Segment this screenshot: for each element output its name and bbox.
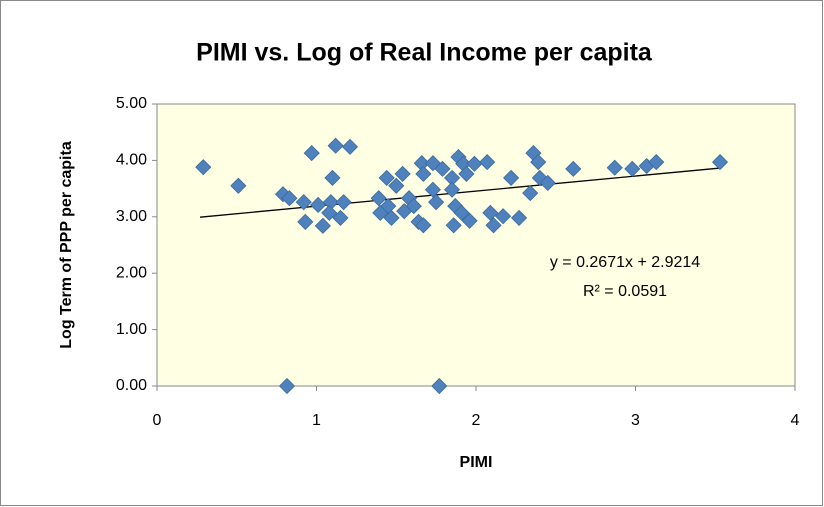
- x-axis-title: PIMI: [460, 454, 493, 471]
- marker: [341, 138, 359, 155]
- marker: [388, 177, 405, 194]
- marker: [445, 217, 462, 234]
- marker: [370, 190, 387, 207]
- marker: [485, 217, 502, 234]
- marker: [522, 185, 539, 202]
- y-tick-label: 4.00: [116, 152, 147, 169]
- marker: [479, 154, 496, 171]
- marker: [434, 160, 451, 177]
- x-tick-label: 0: [153, 412, 162, 429]
- marker: [332, 209, 349, 226]
- marker: [327, 137, 344, 154]
- marker: [303, 145, 320, 162]
- marker: [428, 194, 445, 211]
- marker: [281, 190, 298, 207]
- marker: [431, 377, 448, 395]
- marker: [510, 209, 528, 226]
- marker: [606, 159, 623, 176]
- x-tick-label: 2: [472, 412, 481, 429]
- marker: [321, 204, 338, 221]
- marker: [495, 208, 512, 225]
- marker: [295, 194, 312, 211]
- x-tick-label: 4: [791, 412, 800, 429]
- marker: [278, 377, 296, 395]
- y-tick-label: 2.00: [116, 264, 147, 281]
- marker: [648, 154, 665, 171]
- marker: [378, 169, 395, 186]
- marker: [565, 160, 582, 177]
- marker: [324, 169, 341, 186]
- marker: [335, 194, 352, 211]
- x-tick-label: 3: [631, 412, 640, 429]
- marker: [415, 165, 432, 183]
- marker: [424, 181, 442, 198]
- trendline: [200, 167, 721, 218]
- marker: [530, 154, 547, 171]
- marker: [482, 204, 499, 221]
- marker: [624, 160, 641, 177]
- marker: [230, 177, 247, 194]
- marker: [503, 169, 520, 186]
- y-tick-label: 0.00: [116, 377, 147, 394]
- marker: [195, 159, 212, 176]
- marker: [458, 165, 475, 183]
- marker: [711, 154, 729, 171]
- marker: [466, 155, 483, 172]
- marker: [310, 196, 327, 214]
- marker: [314, 217, 331, 234]
- marker: [461, 212, 478, 229]
- marker: [415, 217, 432, 234]
- chart-title: PIMI vs. Log of Real Income per capita: [196, 39, 653, 67]
- r-squared: R² = 0.0591: [583, 283, 667, 300]
- marker: [405, 198, 422, 215]
- marker: [394, 165, 411, 183]
- y-axis-title: Log Term of PPP per capita: [58, 141, 75, 349]
- marker: [297, 213, 314, 230]
- y-tick-label: 5.00: [116, 95, 147, 112]
- y-tick-label: 3.00: [116, 208, 147, 225]
- x-tick-label: 1: [312, 412, 321, 429]
- marker: [383, 209, 400, 226]
- marker: [453, 204, 470, 221]
- marker: [444, 181, 461, 198]
- y-tick-label: 1.00: [116, 321, 147, 338]
- trendline-equation: y = 0.2671x + 2.9214: [550, 254, 700, 271]
- plot-area: [156, 103, 796, 387]
- marker: [539, 174, 556, 192]
